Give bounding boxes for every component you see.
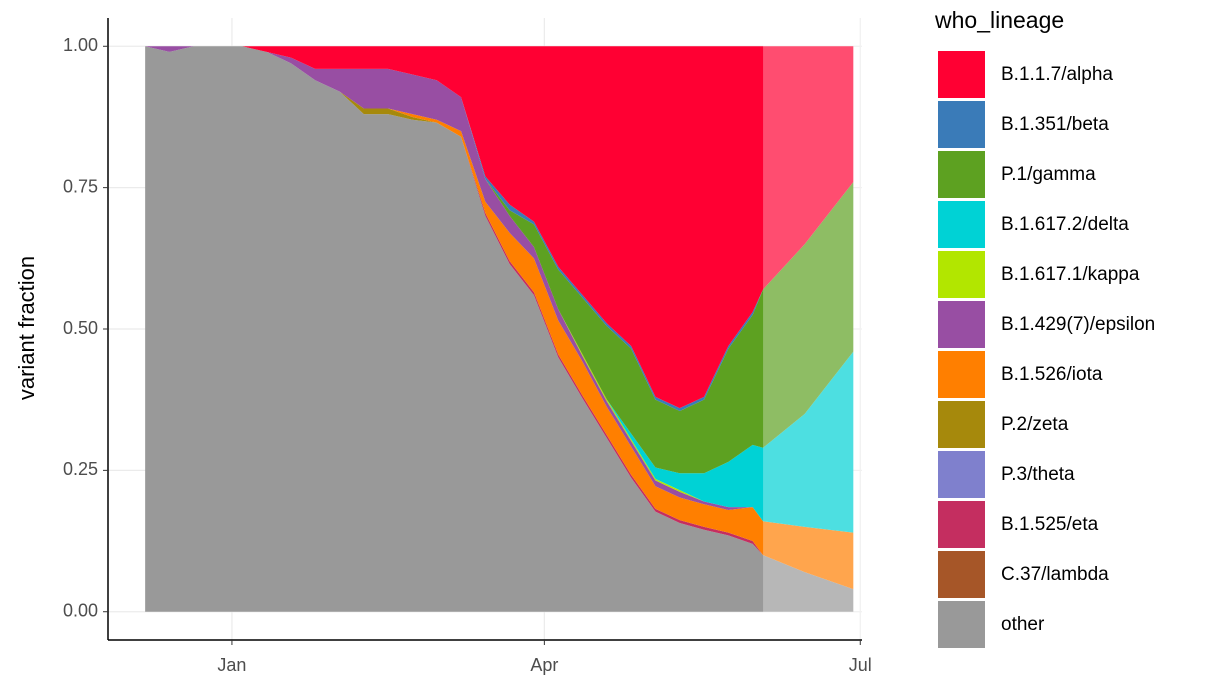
legend-label: B.1.429(7)/epsilon (1001, 314, 1155, 335)
area (145, 46, 854, 474)
y-tick-label: 1.00 (63, 35, 98, 55)
legend-label: B.1.526/iota (1001, 364, 1103, 385)
x-tick-label: Jul (849, 655, 872, 675)
legend-key (938, 201, 985, 248)
legend-key (938, 401, 985, 448)
legend-key (938, 601, 985, 648)
legend-key (938, 351, 985, 398)
legend-key (938, 251, 985, 298)
x-tick-label: Jan (217, 655, 246, 675)
area (145, 46, 854, 590)
y-tick-label: 0.00 (63, 600, 98, 620)
forecast-shade (763, 18, 862, 640)
legend-key (938, 301, 985, 348)
legend-label: B.1.525/eta (1001, 514, 1099, 535)
legend-label: P.2/zeta (1001, 414, 1069, 435)
area (145, 46, 854, 612)
legend-label: B.1.351/beta (1001, 114, 1109, 135)
x-tick-label: Apr (530, 655, 558, 675)
legend-key (938, 51, 985, 98)
legend-label: P.1/gamma (1001, 164, 1096, 185)
legend-title: who_lineage (934, 7, 1064, 33)
legend-label: B.1.1.7/alpha (1001, 64, 1113, 85)
legend-key (938, 501, 985, 548)
area (145, 46, 854, 409)
area (145, 46, 854, 533)
y-tick-label: 0.75 (63, 176, 98, 196)
y-tick-label: 0.25 (63, 459, 98, 479)
y-tick-label: 0.50 (63, 318, 98, 338)
legend-label: B.1.617.2/delta (1001, 214, 1129, 235)
legend-label: B.1.617.1/kappa (1001, 264, 1140, 285)
y-axis-label: variant fraction (14, 256, 39, 400)
legend-key (938, 151, 985, 198)
legend-key (938, 101, 985, 148)
legend-label: other (1001, 614, 1045, 635)
legend-label: C.37/lambda (1001, 564, 1109, 585)
legend-key (938, 551, 985, 598)
legend-key (938, 451, 985, 498)
legend-label: P.3/theta (1001, 464, 1075, 485)
